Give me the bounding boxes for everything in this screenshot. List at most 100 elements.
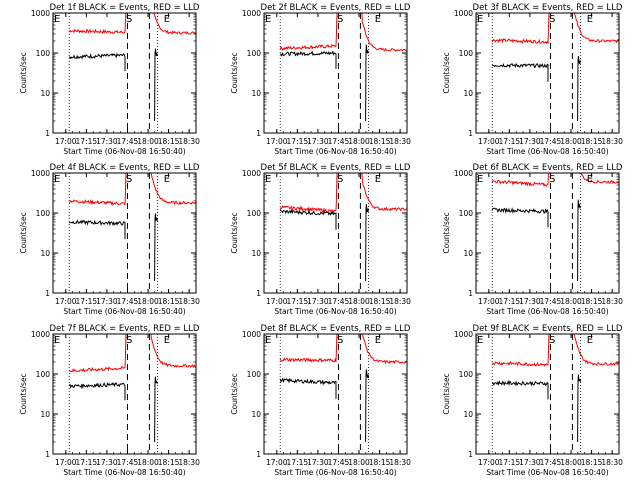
y-tick-label: 1 <box>45 289 50 298</box>
lld-series-line <box>69 13 127 34</box>
y-tick-label: 10 <box>40 249 50 258</box>
x-tick-label: 17:15 <box>287 297 309 306</box>
y-tick-label: 1000 <box>454 9 473 18</box>
x-tick-label: 17:00 <box>266 297 288 306</box>
panel-title: Det 4f BLACK = Events, RED = LLD <box>50 163 200 173</box>
y-axis-label: Counts/sec <box>230 212 239 253</box>
y-axis-label: Counts/sec <box>230 373 239 414</box>
x-tick-label: 18:30 <box>178 297 200 306</box>
marker-e-label: E <box>375 335 381 346</box>
x-tick-label: 17:15 <box>499 458 521 467</box>
marker-e-label: E <box>477 14 483 25</box>
y-tick-label: 1 <box>256 129 261 138</box>
y-tick-label: 100 <box>459 370 474 379</box>
lld-series-line <box>68 334 127 373</box>
y-tick-label: 1000 <box>31 330 50 339</box>
marker-e-label: E <box>54 335 60 346</box>
x-tick-label: 17:30 <box>307 458 329 467</box>
x-tick-label: 18:30 <box>601 297 623 306</box>
events-series-line <box>491 207 549 228</box>
plot-area <box>68 13 196 133</box>
x-tick-label: 18:00 <box>560 137 582 146</box>
y-tick-label: 1 <box>256 450 261 459</box>
events-series-line <box>154 47 158 122</box>
x-tick-label: 17:00 <box>55 137 77 146</box>
y-tick-label: 1000 <box>242 330 261 339</box>
x-tick-label: 18:00 <box>348 137 370 146</box>
lld-series-line <box>279 334 338 363</box>
x-tick-label: 17:30 <box>519 297 541 306</box>
panel-title: Det 7f BLACK = Events, RED = LLD <box>50 324 200 334</box>
x-tick-label: 17:30 <box>96 137 118 146</box>
events-series-line <box>154 213 158 282</box>
plot-frame <box>52 12 197 134</box>
y-tick-label: 1 <box>45 129 50 138</box>
marker-s-label: S <box>126 14 132 25</box>
events-series-line <box>280 50 337 69</box>
x-tick-label: 18:15 <box>581 137 603 146</box>
marker-e-label: E <box>164 335 170 346</box>
y-axis-label: Counts/sec <box>442 212 451 253</box>
y-tick-label: 1000 <box>242 9 261 18</box>
plot-area <box>279 173 407 293</box>
lld-series-line <box>361 13 407 52</box>
plot-area <box>68 334 196 454</box>
y-tick-label: 100 <box>247 370 262 379</box>
x-axis-label: Start Time (06-Nov-08 16:50:40) <box>274 147 396 156</box>
x-axis-label: Start Time (06-Nov-08 16:50:40) <box>486 468 608 477</box>
x-tick-label: 17:00 <box>478 458 500 467</box>
marker-s-label: S <box>126 174 132 185</box>
plot-frame <box>52 333 197 455</box>
lld-series-line <box>153 13 196 35</box>
events-series-line <box>492 62 549 82</box>
lld-series-line <box>279 173 338 214</box>
x-tick-label: 17:45 <box>117 137 139 146</box>
x-tick-label: 18:15 <box>581 458 603 467</box>
marker-s-label: S <box>549 174 555 185</box>
plot-area <box>68 173 196 293</box>
marker-s-label: S <box>549 335 555 346</box>
x-tick-label: 17:30 <box>519 137 541 146</box>
lld-series-line <box>361 334 407 365</box>
x-tick-label: 18:15 <box>158 458 180 467</box>
marker-s-label: S <box>549 14 555 25</box>
y-tick-label: 10 <box>40 410 50 419</box>
x-tick-label: 18:30 <box>389 137 411 146</box>
plot-frame <box>475 172 620 294</box>
y-axis-label: Counts/sec <box>19 52 28 93</box>
x-tick-label: 18:15 <box>158 297 180 306</box>
x-tick-label: 17:30 <box>519 458 541 467</box>
x-tick-label: 18:30 <box>389 297 411 306</box>
events-series-line <box>154 376 158 443</box>
plot-frame <box>475 12 620 134</box>
x-tick-label: 18:30 <box>178 458 200 467</box>
marker-e-label: E <box>375 174 381 185</box>
y-tick-label: 100 <box>247 209 262 218</box>
x-tick-label: 17:15 <box>76 297 98 306</box>
x-tick-label: 17:45 <box>540 297 562 306</box>
x-tick-label: 17:45 <box>540 137 562 146</box>
lld-series-line <box>150 173 196 206</box>
x-tick-label: 17:15 <box>76 458 98 467</box>
y-tick-label: 1000 <box>242 169 261 178</box>
x-tick-label: 18:30 <box>389 458 411 467</box>
x-axis-label: Start Time (06-Nov-08 16:50:40) <box>63 468 185 477</box>
x-tick-label: 17:15 <box>76 137 98 146</box>
events-series-line <box>68 52 126 72</box>
panel-title: Det 3f BLACK = Events, RED = LLD <box>473 3 623 13</box>
y-axis-label: Counts/sec <box>442 52 451 93</box>
y-tick-label: 1 <box>45 450 50 459</box>
plot-area <box>491 13 619 133</box>
x-tick-label: 17:30 <box>96 297 118 306</box>
marker-s-label: S <box>337 14 343 25</box>
events-series-line <box>68 382 126 401</box>
lld-series-line <box>68 173 127 206</box>
x-tick-label: 17:00 <box>266 137 288 146</box>
events-series-line <box>491 379 549 400</box>
